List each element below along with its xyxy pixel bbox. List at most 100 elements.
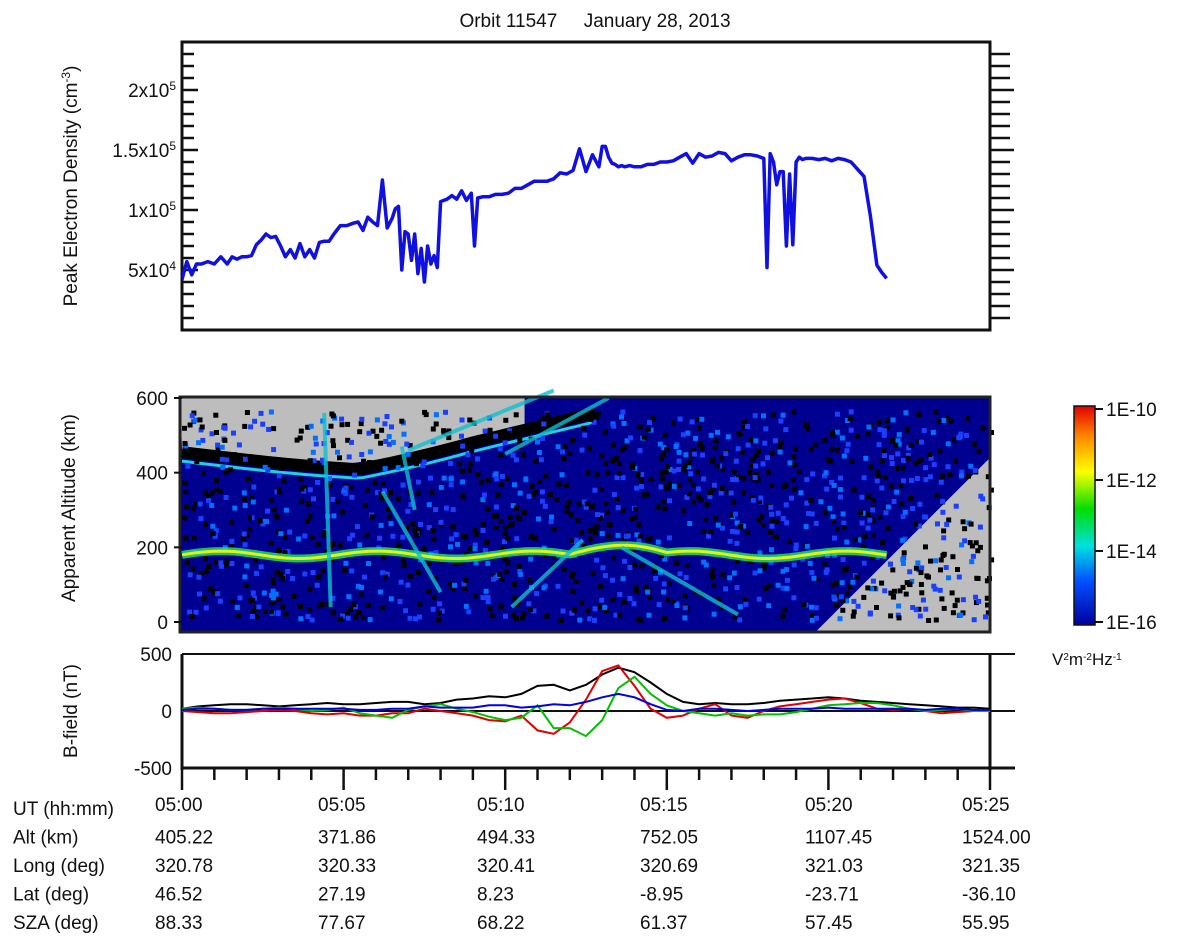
heatmap-speckle: [926, 618, 932, 623]
heatmap-speckle: [913, 460, 918, 466]
heatmap-speckle: [909, 578, 915, 584]
ephemeris-row-label: SZA (deg): [13, 913, 99, 934]
heatmap-speckle: [299, 498, 304, 504]
heatmap-speckle: [310, 449, 316, 455]
heatmap-speckle: [182, 480, 188, 486]
heatmap-speckle: [673, 444, 679, 449]
heatmap-speckle: [734, 529, 740, 535]
heatmap-speckle: [894, 489, 900, 495]
heatmap-speckle: [687, 477, 693, 483]
heatmap-speckle: [644, 492, 650, 498]
heatmap-speckle: [369, 514, 375, 520]
heatmap-speckle: [620, 576, 626, 582]
heatmap-speckle: [480, 595, 486, 601]
heatmap-speckle: [760, 522, 766, 528]
heatmap-speckle: [737, 617, 743, 623]
heatmap-speckle: [387, 514, 392, 520]
heatmap-speckle: [913, 521, 919, 527]
heatmap-speckle: [497, 571, 502, 577]
heatmap-speckle: [282, 534, 288, 540]
ephemeris-value: 8.23: [477, 885, 514, 906]
heatmap-speckle: [917, 501, 923, 507]
heatmap-speckle: [962, 538, 968, 544]
heatmap-speckle: [346, 454, 352, 460]
heatmap-speckle: [634, 485, 640, 491]
heatmap-speckle: [382, 421, 388, 427]
heatmap-speckle: [877, 514, 883, 520]
heatmap-speckle: [631, 601, 637, 607]
heatmap-speckle: [676, 467, 682, 472]
heatmap-speckle: [308, 423, 314, 429]
heatmap-speckle: [503, 417, 509, 423]
heatmap-speckle: [687, 521, 693, 526]
heatmap-speckle: [615, 505, 621, 511]
density-ylabel: Peak Electron Density (cm-3): [59, 66, 82, 307]
ephemeris-table: UT (hh:mm) 05:00 05:05 05:10 05:15 05:20 05:25…: [13, 795, 1031, 934]
heatmap-speckle: [587, 616, 593, 622]
heatmap-speckle: [727, 575, 733, 581]
heatmap-speckle: [296, 536, 302, 542]
heatmap-speckle: [407, 443, 413, 449]
heatmap-speckle: [528, 556, 534, 562]
heatmap-speckle: [970, 553, 976, 559]
heatmap-speckle: [718, 490, 724, 496]
heatmap-speckle: [493, 504, 499, 510]
heatmap-speckle: [711, 482, 717, 488]
heatmap-speckle: [975, 576, 981, 581]
altitude-ylabel: Apparent Altitude (km): [59, 414, 80, 602]
altitude-frame: [178, 395, 992, 634]
heatmap-speckle: [599, 597, 605, 603]
heatmap-speckle: [757, 499, 763, 505]
heatmap-speckle: [804, 500, 810, 506]
heatmap-speckle: [323, 549, 329, 555]
heatmap-speckle: [850, 613, 856, 619]
heatmap-speckle: [270, 576, 276, 582]
ephemeris-value: 752.05: [640, 828, 698, 849]
heatmap-speckle: [400, 558, 406, 564]
heatmap-speckle: [856, 537, 862, 543]
ephemeris-value: 57.45: [805, 913, 853, 934]
heatmap-speckle: [657, 441, 663, 447]
heatmap-speckle: [461, 581, 467, 587]
heatmap-speckle: [865, 585, 871, 591]
heatmap-speckle: [517, 568, 523, 574]
heatmap-speckle: [215, 442, 221, 448]
heatmap-speckle: [191, 410, 197, 416]
heatmap-speckle: [307, 586, 313, 592]
heatmap-speckle: [719, 486, 725, 491]
heatmap-speckle: [636, 522, 642, 528]
heatmap-speckle: [585, 470, 591, 476]
heatmap-speckle: [570, 589, 576, 594]
heatmap-speckle: [896, 432, 902, 438]
heatmap-speckle: [625, 533, 631, 539]
heatmap-speckle: [257, 518, 263, 524]
heatmap-speckle: [343, 485, 349, 491]
heatmap-speckle: [590, 570, 596, 576]
heatmap-speckle: [366, 561, 371, 567]
heatmap-speckle: [485, 560, 491, 566]
heatmap-speckle: [790, 477, 796, 483]
heatmap-speckle: [585, 608, 591, 614]
heatmap-speckle: [845, 441, 851, 447]
heatmap-speckle: [681, 467, 687, 473]
heatmap-speckle: [559, 472, 565, 478]
heatmap-speckle: [958, 612, 964, 618]
heatmap-speckle: [792, 486, 798, 492]
heatmap-speckle: [598, 583, 603, 589]
heatmap-speckle: [189, 614, 195, 619]
heatmap-speckle: [859, 494, 865, 500]
heatmap-speckle: [599, 512, 605, 518]
heatmap-speckle: [487, 606, 493, 612]
heatmap-speckle: [895, 612, 901, 618]
heatmap-speckle: [191, 506, 196, 512]
heatmap-speckle: [840, 607, 846, 613]
heatmap-speckle: [203, 605, 209, 611]
heatmap-speckle: [209, 431, 215, 437]
heatmap-speckle: [377, 589, 383, 595]
heatmap-speckle: [923, 514, 929, 520]
heatmap-speckle: [242, 542, 248, 548]
heatmap-speckle: [352, 467, 358, 473]
heatmap-speckle: [513, 615, 519, 621]
